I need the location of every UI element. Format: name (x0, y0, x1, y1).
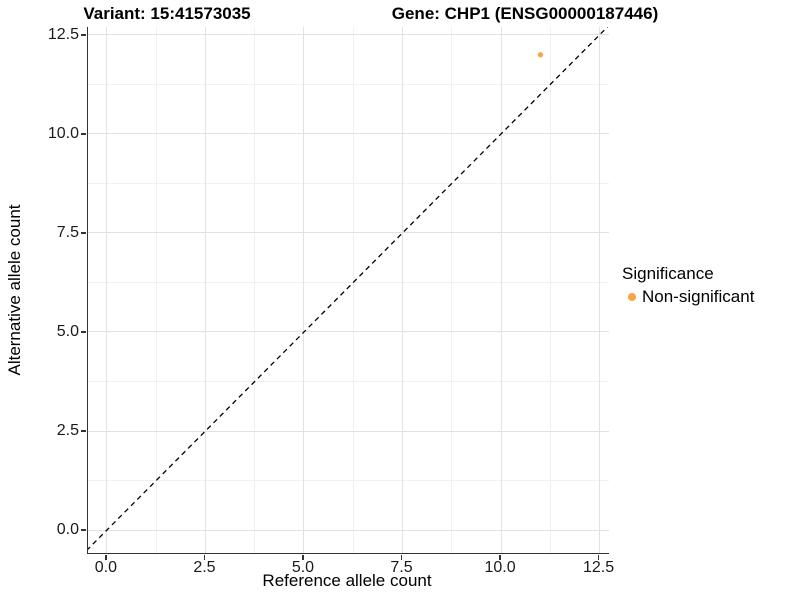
x-axis-tick (105, 554, 107, 560)
legend-item-label: Non-significant (642, 287, 755, 306)
gridline (106, 27, 108, 553)
gridline (549, 27, 551, 553)
gridline (500, 27, 502, 553)
plot-title-variant: Variant: 15:41573035 (83, 4, 251, 23)
plot-layer (88, 27, 609, 550)
y-axis-tick (80, 133, 86, 135)
gridline (303, 27, 305, 553)
legend-title: Significance (622, 264, 714, 283)
legend-dot-icon (628, 293, 636, 301)
y-axis-tick (80, 430, 86, 432)
data-point (537, 52, 544, 58)
x-tick-label: 2.5 (193, 559, 216, 576)
gridline (155, 27, 157, 553)
x-axis-title: Reference allele count (262, 571, 432, 590)
gridline (352, 27, 354, 553)
gridline (599, 27, 601, 553)
gridline (88, 232, 609, 234)
gridline (88, 34, 609, 36)
legend-item: Non-significant (622, 287, 754, 307)
plot-panel (87, 27, 609, 554)
gridline (88, 480, 609, 482)
x-axis-tick (499, 554, 501, 560)
gridline (204, 27, 206, 553)
identity-line (88, 27, 609, 550)
plot-title-gene: Gene: CHP1 (ENSG00000187446) (391, 4, 659, 23)
x-axis-tick (400, 554, 403, 560)
y-tick-label: 10.0 (47, 124, 79, 142)
x-axis-tick (302, 554, 304, 560)
gridline (88, 380, 609, 382)
gridline (88, 83, 609, 85)
y-tick-label: 12.5 (47, 25, 79, 43)
y-tick-label: 0.0 (56, 521, 79, 539)
gridline (88, 133, 609, 135)
y-axis-tick (80, 529, 86, 531)
x-tick-label: 12.5 (582, 559, 615, 576)
x-tick-label: 10.0 (484, 559, 516, 576)
gridline (254, 27, 256, 553)
legend: Significance Non-significant (622, 264, 754, 307)
gridline (88, 281, 609, 283)
gridline (88, 430, 609, 432)
y-axis-tick (80, 331, 86, 333)
y-axis-tick (80, 34, 86, 36)
x-axis-tick (597, 554, 600, 560)
gridline (88, 182, 609, 184)
x-axis-tick (203, 554, 206, 560)
x-tick-label: 5.0 (291, 559, 315, 576)
gridline (451, 27, 453, 553)
gridline (401, 27, 403, 553)
y-axis-tick (80, 232, 86, 234)
y-tick-label: 2.5 (56, 422, 79, 439)
x-tick-label: 7.5 (390, 559, 413, 576)
y-tick-label: 7.5 (56, 223, 79, 241)
gridline (88, 331, 609, 333)
x-tick-label: 0.0 (94, 559, 118, 576)
data-points-group (537, 52, 544, 58)
y-tick-label: 5.0 (56, 322, 79, 340)
gridline (88, 529, 609, 531)
